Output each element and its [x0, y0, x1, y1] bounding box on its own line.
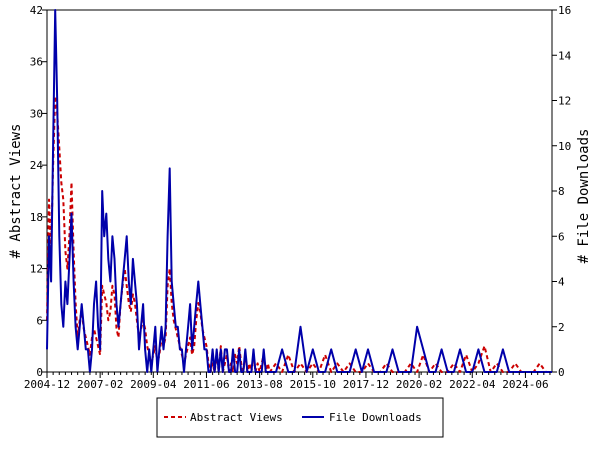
y-left-tick-label: 12: [30, 263, 43, 276]
y-right-tick-label: 12: [558, 95, 571, 108]
y-right-tick-label: 10: [558, 140, 571, 153]
left-axis-title: # Abstract Views: [8, 124, 24, 259]
right-axis-title: # File Downloads: [576, 129, 592, 264]
x-tick-label: 2024-06: [502, 378, 548, 391]
y-left-tick-label: 0: [36, 366, 43, 379]
y-left-tick-label: 6: [36, 314, 43, 327]
x-tick-label: 2022-04: [449, 378, 496, 391]
x-tick-label: 2015-10: [290, 378, 336, 391]
legend-label-abstract-views: Abstract Views: [190, 411, 283, 424]
y-left-tick-label: 36: [30, 56, 43, 69]
y-right-tick-label: 8: [558, 185, 565, 198]
y-left-tick-label: 24: [30, 159, 44, 172]
series-line-file-downloads: [46, 9, 552, 373]
x-tick-label: 2007-02: [77, 378, 123, 391]
legend: Abstract Views File Downloads: [156, 397, 444, 438]
y-left-tick-label: 30: [30, 107, 43, 120]
y-right-tick-label: 16: [558, 4, 571, 17]
x-tick-label: 2011-06: [183, 378, 229, 391]
x-tick-label: 2013-08: [236, 378, 282, 391]
y-right-tick-label: 6: [558, 230, 565, 243]
x-tick-label: 2017-12: [343, 378, 389, 391]
legend-label-file-downloads: File Downloads: [329, 411, 422, 424]
y-right-tick-label: 4: [558, 276, 565, 289]
x-tick-label: 2009-04: [130, 378, 177, 391]
y-left-tick-label: 18: [30, 211, 43, 224]
series-line-abstract-views: [46, 95, 552, 373]
y-right-tick-label: 0: [558, 366, 565, 379]
legend-box: [156, 397, 444, 438]
x-tick-label: 2004-12: [24, 378, 70, 391]
axes: 2004-12 2007-02 2009-04 2011-06 2013-08 2015-…: [24, 4, 572, 391]
y-right-tick-label: 2: [558, 321, 565, 334]
series-layer: [46, 9, 552, 373]
x-tick-label: 2020-02: [396, 378, 442, 391]
y-right-tick-label: 14: [558, 49, 572, 62]
y-left-tick-label: 42: [30, 4, 43, 17]
